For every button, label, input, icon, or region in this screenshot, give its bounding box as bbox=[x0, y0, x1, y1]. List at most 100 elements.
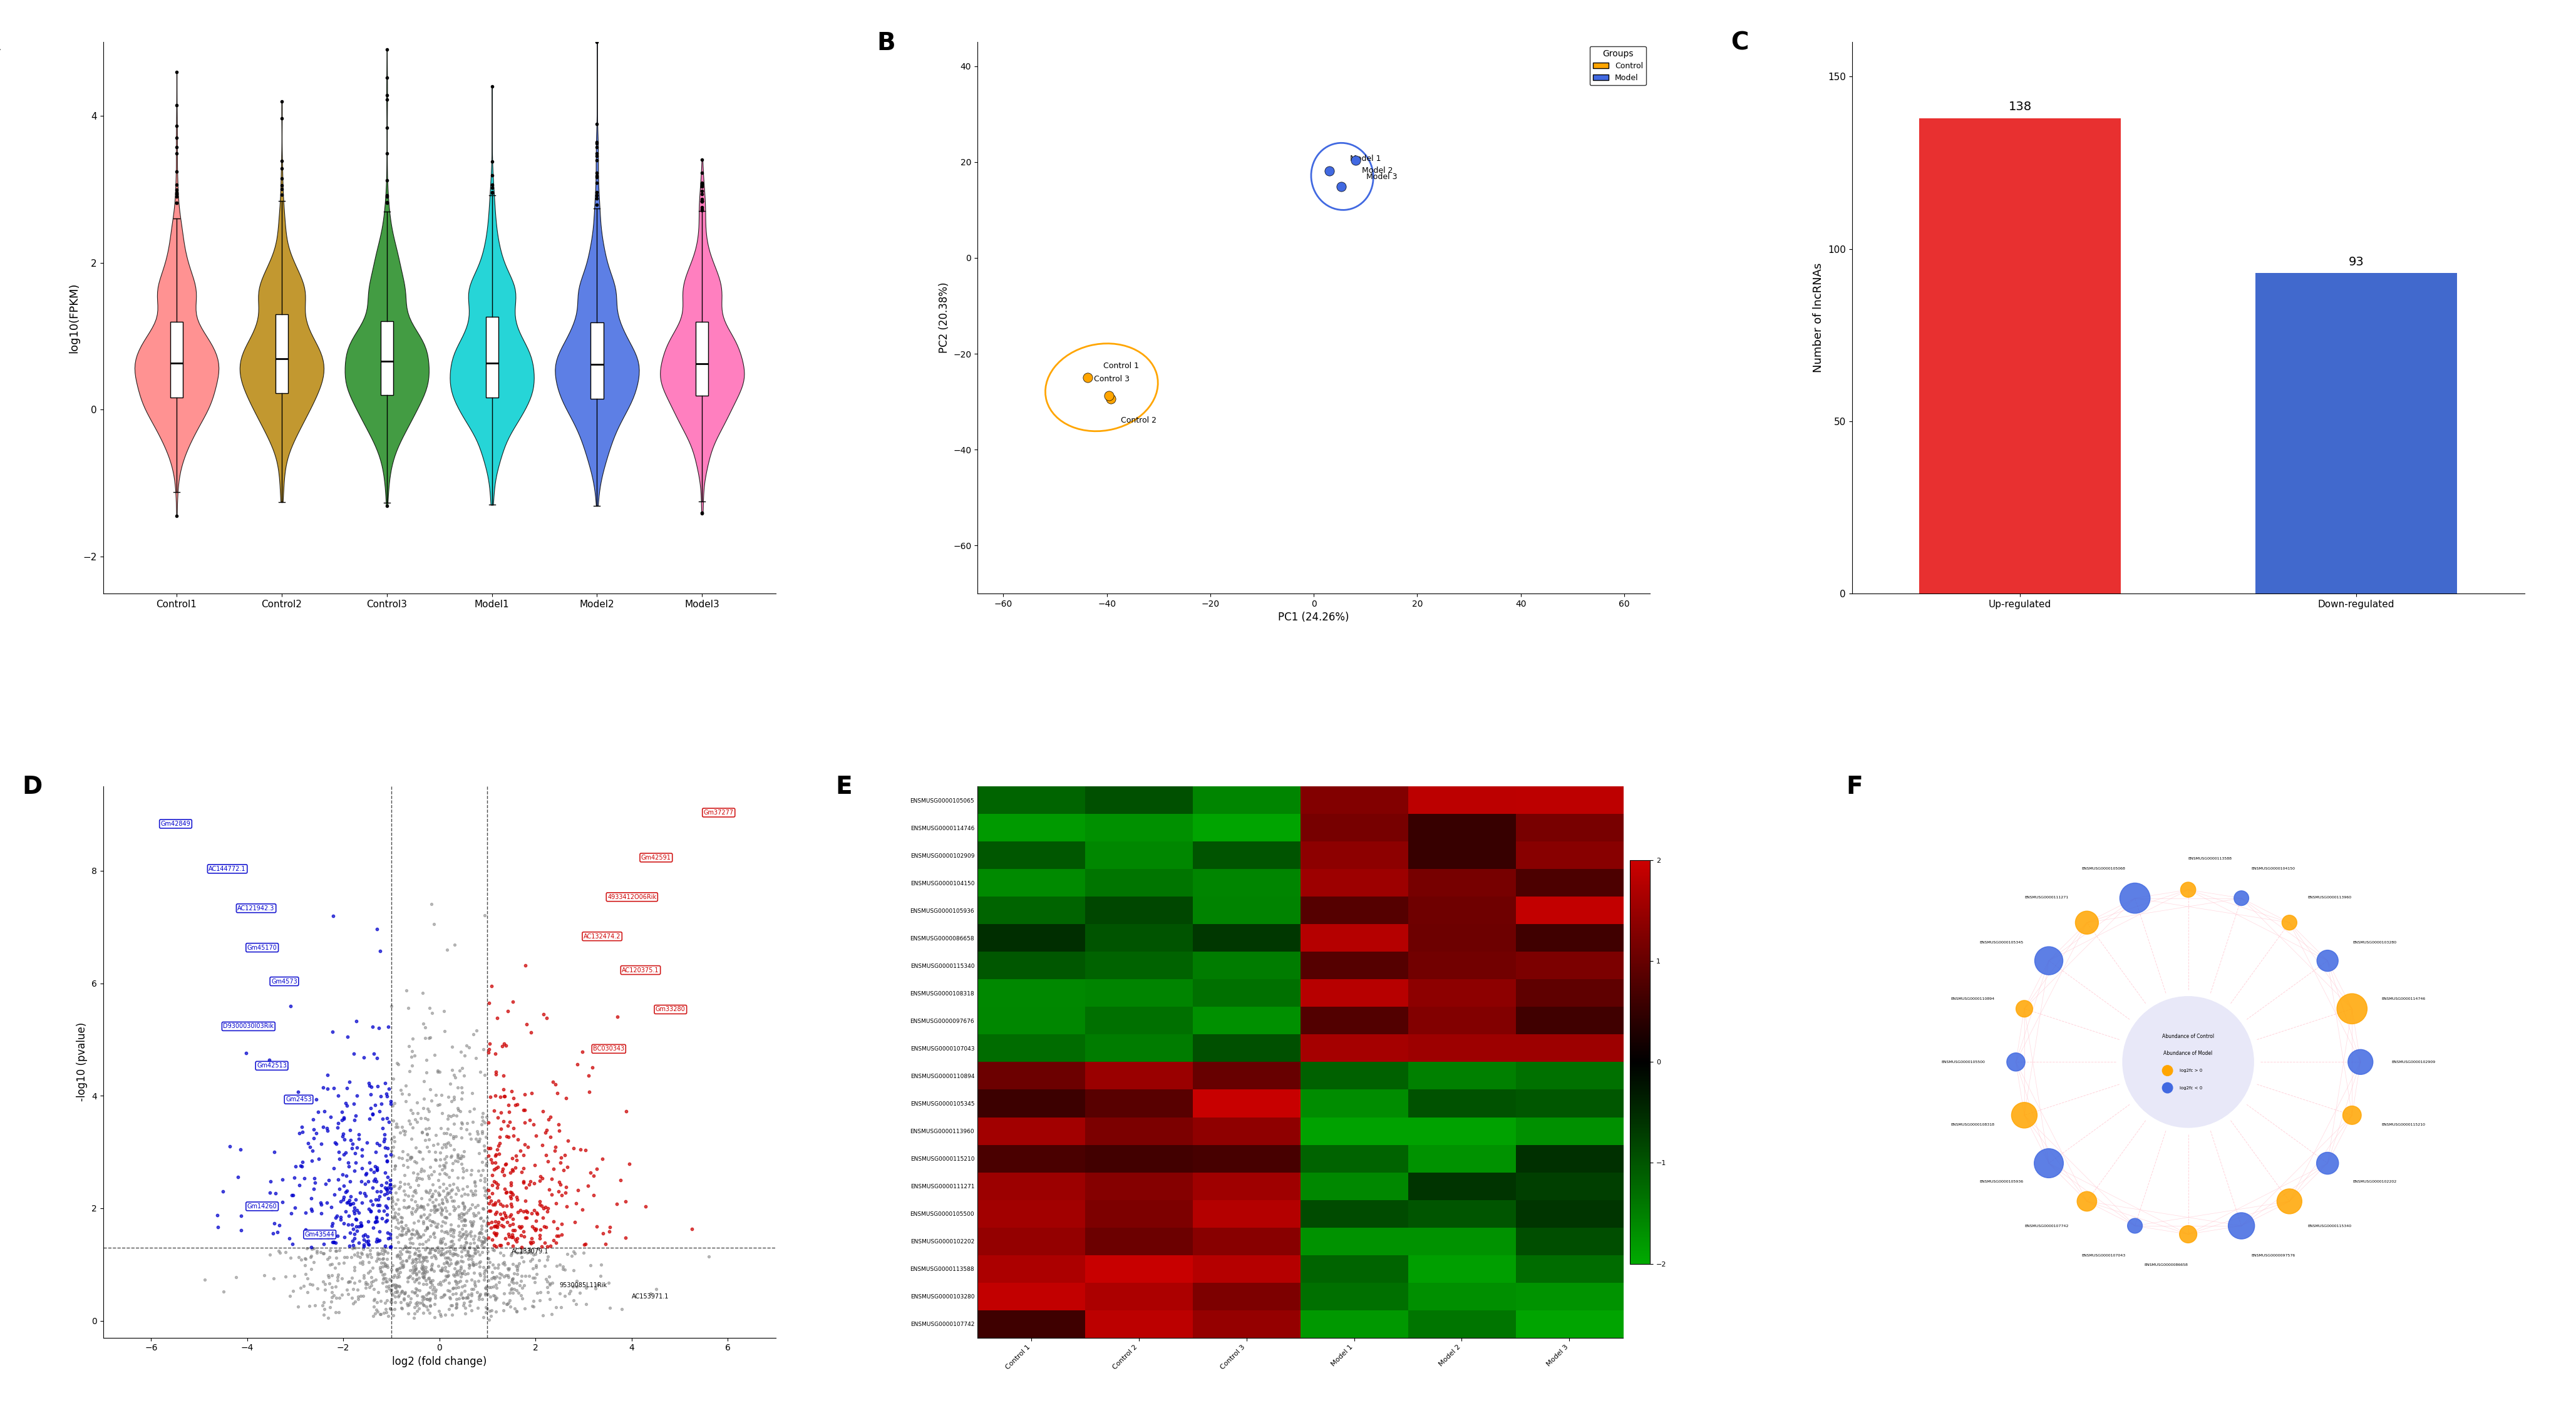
Point bbox=[404, 1239, 446, 1262]
Point bbox=[438, 1178, 479, 1201]
Point bbox=[446, 1263, 487, 1286]
Point bbox=[374, 1201, 415, 1224]
Point bbox=[492, 1277, 533, 1300]
Point bbox=[404, 1246, 446, 1269]
Point bbox=[392, 1226, 433, 1249]
Point bbox=[402, 1121, 443, 1143]
Point bbox=[433, 1173, 474, 1195]
Point bbox=[363, 1162, 404, 1184]
Point bbox=[343, 1145, 384, 1167]
Point bbox=[487, 1266, 528, 1288]
Point bbox=[556, 1293, 598, 1315]
Point bbox=[410, 1290, 451, 1312]
Point bbox=[435, 1270, 477, 1293]
Point bbox=[379, 1260, 420, 1283]
Point bbox=[415, 1201, 456, 1224]
Point bbox=[443, 1202, 484, 1225]
Point bbox=[482, 1300, 523, 1322]
Point bbox=[420, 1163, 461, 1186]
Point bbox=[410, 1238, 451, 1260]
Point bbox=[319, 1177, 361, 1200]
Point bbox=[301, 1194, 343, 1217]
Point bbox=[487, 1000, 528, 1022]
Point bbox=[469, 1286, 510, 1308]
Point bbox=[358, 1194, 399, 1217]
Point bbox=[283, 1167, 325, 1190]
Point bbox=[477, 1287, 518, 1309]
Point bbox=[319, 1287, 361, 1309]
Point bbox=[425, 1155, 466, 1177]
Point bbox=[502, 1221, 544, 1243]
Point bbox=[477, 1214, 518, 1236]
Point bbox=[368, 1173, 410, 1195]
Point bbox=[296, 1122, 337, 1145]
Point bbox=[337, 1242, 379, 1264]
Text: ENSMUSG0000111271: ENSMUSG0000111271 bbox=[2025, 895, 2069, 900]
Circle shape bbox=[2007, 1053, 2025, 1071]
Point bbox=[518, 1281, 559, 1304]
Point bbox=[446, 1243, 487, 1266]
Point bbox=[384, 1281, 425, 1304]
Point bbox=[492, 1212, 533, 1235]
Point bbox=[453, 1184, 495, 1207]
Point bbox=[453, 1242, 495, 1264]
Point bbox=[366, 1145, 407, 1167]
Point bbox=[363, 1301, 404, 1324]
Point bbox=[358, 1100, 399, 1122]
Point bbox=[546, 1156, 587, 1178]
Point bbox=[544, 1286, 585, 1308]
Point bbox=[394, 1211, 435, 1233]
Point bbox=[461, 1288, 502, 1311]
Point bbox=[523, 1255, 564, 1277]
Point bbox=[399, 1225, 440, 1247]
Point bbox=[425, 1211, 466, 1233]
Point bbox=[438, 1143, 479, 1166]
Point bbox=[440, 1076, 482, 1098]
Point bbox=[459, 1060, 500, 1083]
Point bbox=[526, 1215, 567, 1238]
Point bbox=[484, 1153, 526, 1176]
Point bbox=[474, 1084, 515, 1107]
Point bbox=[379, 1176, 420, 1198]
Point bbox=[505, 955, 546, 977]
Point bbox=[410, 1276, 451, 1298]
Point bbox=[443, 1208, 484, 1231]
Point bbox=[371, 1190, 412, 1212]
Point bbox=[425, 1186, 466, 1208]
Point bbox=[355, 1302, 397, 1325]
Point bbox=[477, 1173, 518, 1195]
Point bbox=[397, 1257, 438, 1280]
Point bbox=[353, 1257, 394, 1280]
Point bbox=[453, 1225, 495, 1247]
Point bbox=[312, 1156, 353, 1178]
Point bbox=[368, 1228, 410, 1250]
Point bbox=[425, 1221, 466, 1243]
Point bbox=[422, 1159, 464, 1181]
Point bbox=[440, 1256, 482, 1278]
Point bbox=[358, 1188, 399, 1211]
Point bbox=[438, 1271, 479, 1294]
Text: ENSMUSG0000102909: ENSMUSG0000102909 bbox=[2391, 1060, 2434, 1063]
Point bbox=[497, 1242, 538, 1264]
Point bbox=[456, 1048, 497, 1070]
Point bbox=[415, 1043, 456, 1066]
Point bbox=[466, 1247, 507, 1270]
Point bbox=[440, 1145, 482, 1167]
Point bbox=[386, 980, 428, 1002]
Point bbox=[332, 1233, 374, 1256]
Text: F: F bbox=[1847, 776, 1862, 800]
Point bbox=[296, 1239, 337, 1262]
Point bbox=[577, 1273, 618, 1295]
Point bbox=[399, 1167, 440, 1190]
Point bbox=[1090, 387, 1131, 410]
Point bbox=[492, 1270, 533, 1293]
Text: ENSMUSG0000086658: ENSMUSG0000086658 bbox=[2143, 1264, 2187, 1267]
Point bbox=[451, 1111, 492, 1133]
Point bbox=[332, 1200, 374, 1222]
Point bbox=[1334, 149, 1376, 172]
Point bbox=[538, 1171, 580, 1194]
Point bbox=[526, 1121, 567, 1143]
Point bbox=[386, 1195, 428, 1218]
Point bbox=[433, 1059, 474, 1081]
Point bbox=[474, 1171, 515, 1194]
